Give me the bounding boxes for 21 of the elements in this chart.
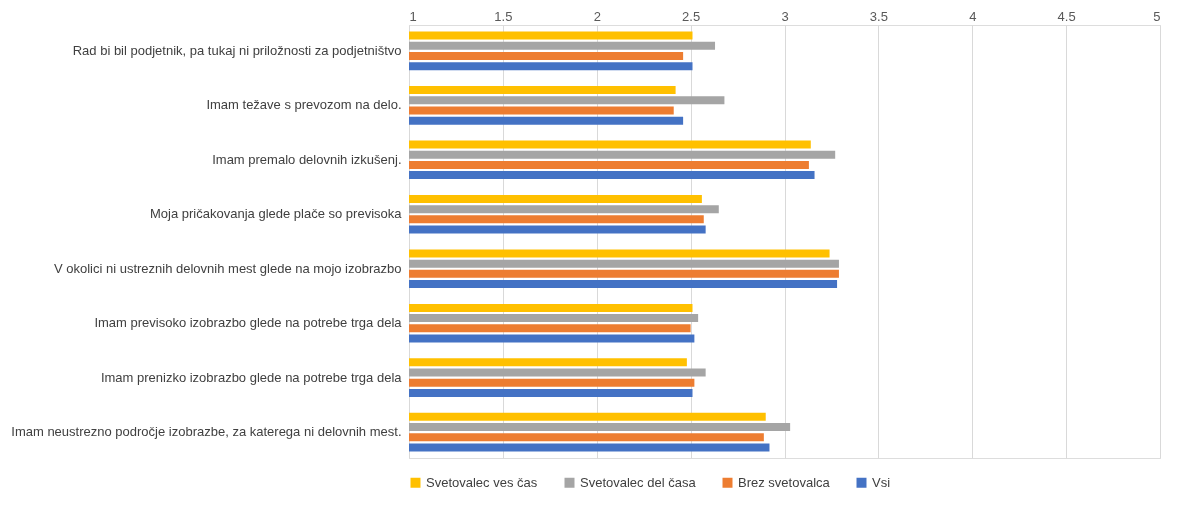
y-tick-label: Imam premalo delovnih izkušenj. [212, 151, 402, 167]
y-tick-label: Rad bi bil podjetnik, pa tukaj ni priložnosti za podjetništvo [72, 42, 402, 58]
legend-label: Svetovalec ves čas [426, 474, 538, 490]
x-tick-label: 3 [781, 8, 789, 24]
x-tick-label: 1.5 [494, 8, 513, 24]
y-tick-label: V okolici ni ustreznih delovnih mest glede na mojo izobrazbo [53, 260, 402, 276]
x-tick-label: 2.5 [682, 8, 701, 24]
legend-label: Vsi [872, 474, 891, 490]
x-tick-label: 3.5 [869, 8, 888, 24]
x-tick-label: 4.5 [1057, 8, 1076, 24]
y-tick-label: Imam prenizko izobrazbo glede na potrebe trga dela [100, 369, 403, 385]
y-tick-label: Imam previsoko izobrazbo glede na potrebe trga dela [94, 315, 403, 331]
legend-label: Brez svetovalca [738, 474, 831, 490]
y-tick-label: Imam neustrezno področje izobrazbe, za katerega ni delovnih mest. [11, 424, 402, 440]
y-tick-label: Moja pričakovanja glede plače so previsoka [150, 206, 403, 222]
x-tick-label: 2 [593, 8, 601, 24]
y-tick-label: Imam težave s prevozom na delo. [206, 97, 402, 113]
x-tick-label: 1 [409, 8, 417, 24]
x-tick-label: 4 [969, 8, 977, 24]
x-tick-label: 5 [1153, 8, 1161, 24]
legend-label: Svetovalec del časa [580, 474, 697, 490]
